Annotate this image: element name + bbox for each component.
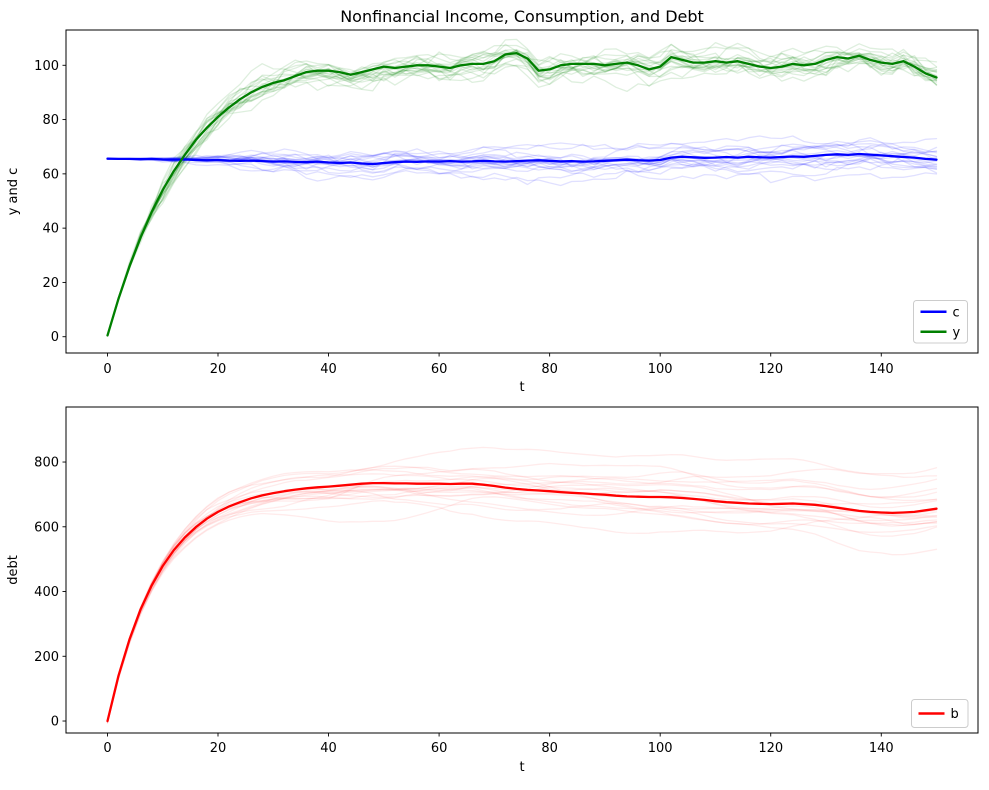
sim-path-b	[106, 487, 938, 724]
y-tick-label: 60	[42, 167, 59, 182]
sim-path-y	[106, 57, 938, 337]
sim-path-b	[106, 467, 938, 722]
x-tick-label: 120	[758, 741, 783, 756]
sim-path-y	[106, 43, 938, 337]
chart-title: Nonfinancial Income, Consumption, and De…	[340, 7, 704, 26]
sim-path-y	[106, 51, 938, 337]
mean-line-y	[106, 51, 938, 337]
sim-path-y	[106, 55, 938, 337]
y-tick-label: 0	[51, 330, 59, 345]
sim-path-c	[106, 152, 938, 175]
sim-path-b	[106, 465, 938, 724]
top-x-axis-label: t	[519, 380, 524, 395]
sim-path-b	[106, 483, 938, 724]
y-tick-label: 400	[34, 585, 59, 600]
sim-path-b	[106, 487, 938, 723]
x-tick-label: 0	[103, 741, 111, 756]
y-tick-label: 20	[42, 276, 59, 291]
y-tick-label: 40	[42, 222, 59, 237]
sim-path-b	[106, 446, 938, 723]
x-tick-label: 80	[541, 741, 558, 756]
sim-path-b	[106, 496, 938, 723]
bottom-y-axis-label: debt	[6, 555, 21, 585]
y-tick-label: 0	[51, 715, 59, 730]
mean-line-b	[106, 481, 938, 723]
sim-path-b	[106, 477, 938, 723]
y-tick-label: 80	[42, 113, 59, 128]
y-tick-label: 600	[34, 520, 59, 535]
sim-path-b	[106, 473, 938, 722]
debt-axes-box	[65, 406, 979, 734]
sim-path-y	[106, 42, 938, 337]
debt-plot: 0 20 40 60 80 100 120 140 0 200 400 600 800 b	[34, 406, 979, 756]
x-tick-label: 80	[541, 362, 558, 377]
x-tick-label: 100	[648, 741, 673, 756]
legend-label-y: y	[953, 325, 961, 340]
x-tick-label: 60	[431, 741, 448, 756]
x-tick-label: 40	[320, 362, 337, 377]
sim-path-b	[106, 468, 938, 723]
income-consumption-axes-box	[65, 29, 979, 354]
x-tick-label: 40	[320, 741, 337, 756]
sim-path-c	[106, 151, 938, 175]
income-consumption-legend: cy	[913, 300, 968, 344]
debt-lines	[106, 446, 938, 724]
top-y-axis-label: y and c	[6, 168, 21, 216]
sim-path-c	[106, 146, 938, 179]
sim-path-y	[106, 49, 938, 337]
sim-path-c	[106, 154, 938, 187]
x-tick-label: 120	[758, 362, 783, 377]
x-tick-label: 60	[431, 362, 448, 377]
sim-path-b	[106, 488, 938, 723]
income-consumption-plot: 0 20 40 60 80 100 120 140 0 20 40 60 80 100 cy	[34, 29, 979, 377]
x-tick-label: 20	[210, 362, 227, 377]
sim-path-y	[106, 45, 938, 337]
sim-path-y	[106, 49, 938, 337]
y-tick-label: 100	[34, 59, 59, 74]
bottom-x-axis-label: t	[519, 760, 524, 775]
sim-path-y	[106, 41, 938, 337]
sim-path-c	[106, 144, 938, 173]
x-tick-label: 140	[869, 741, 894, 756]
x-tick-label: 140	[869, 362, 894, 377]
sim-path-c	[106, 140, 938, 169]
sim-path-c	[106, 152, 938, 177]
sim-path-c	[106, 135, 938, 167]
sim-path-b	[106, 471, 938, 721]
sim-path-b	[106, 500, 938, 722]
sim-path-y	[106, 44, 938, 337]
sim-path-b	[106, 462, 938, 722]
sim-path-y	[106, 43, 938, 337]
sim-path-b	[106, 485, 938, 722]
sim-path-c	[106, 142, 938, 165]
y-tick-label: 800	[34, 456, 59, 471]
income-consumption-lines	[106, 38, 938, 337]
sim-path-c	[106, 143, 938, 166]
legend-label-c: c	[953, 305, 960, 320]
sim-path-c	[106, 137, 938, 170]
debt-legend: b	[911, 699, 969, 728]
x-tick-label: 0	[103, 362, 111, 377]
sim-path-c	[106, 145, 938, 171]
legend-label-b: b	[951, 707, 959, 722]
sim-path-b	[106, 485, 938, 721]
sim-path-y	[106, 38, 938, 337]
x-tick-label: 20	[210, 741, 227, 756]
mean-line-c	[106, 152, 938, 166]
sim-path-c	[106, 149, 938, 167]
x-tick-label: 100	[648, 362, 673, 377]
sim-path-y	[106, 49, 938, 337]
sim-path-y	[106, 50, 938, 337]
sim-path-y	[106, 43, 938, 337]
y-tick-label: 200	[34, 650, 59, 665]
